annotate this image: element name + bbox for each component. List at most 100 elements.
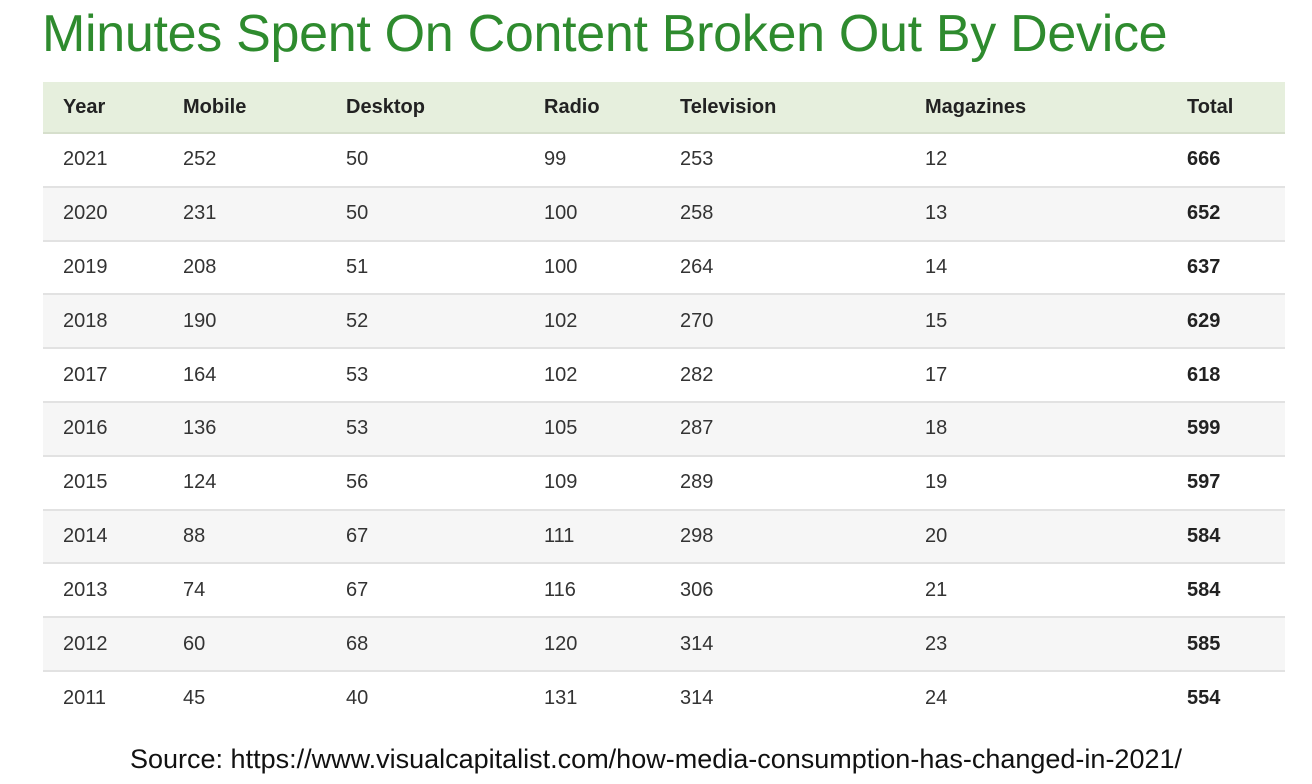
cell-total: 599 <box>1187 417 1221 440</box>
cell-total: 629 <box>1187 309 1221 332</box>
cell-year: 2014 <box>63 524 108 547</box>
cell-mobile: 88 <box>183 524 206 547</box>
cell-magazines: 18 <box>925 417 948 440</box>
cell-magazines: 15 <box>925 309 948 332</box>
column-header-desktop: Desktop <box>326 82 524 134</box>
cell-radio: 111 <box>544 524 575 547</box>
cell-magazines: 19 <box>925 471 948 494</box>
cell-total: 666 <box>1187 148 1221 171</box>
cell-total: 584 <box>1187 524 1221 547</box>
cell-year: 2021 <box>63 148 108 171</box>
column-header-year: Year <box>43 82 163 134</box>
cell-desktop: 51 <box>346 255 369 278</box>
cell-television: 253 <box>680 148 714 171</box>
cell-magazines: 20 <box>925 524 948 547</box>
cell-total: 637 <box>1187 255 1221 278</box>
column-header-total: Total <box>1167 82 1285 134</box>
cell-mobile: 164 <box>183 363 217 386</box>
cell-television: 270 <box>680 309 714 332</box>
table-header-row: Year Mobile Desktop Radio Television Magazine… <box>43 82 1285 134</box>
cell-magazines: 17 <box>925 363 948 386</box>
cell-total: 618 <box>1187 363 1221 386</box>
cell-radio: 105 <box>544 417 578 440</box>
column-header-radio: Radio <box>524 82 660 134</box>
cell-mobile: 74 <box>183 578 206 601</box>
cell-magazines: 12 <box>925 148 948 171</box>
column-header-television: Television <box>660 82 905 134</box>
cell-radio: 109 <box>544 471 578 494</box>
table-row: 2015 124 56 109 289 19 597 <box>43 456 1285 510</box>
cell-year: 2018 <box>63 309 108 332</box>
table-row: 2019 208 51 100 264 14 637 <box>43 241 1285 295</box>
source-caption: Source: https://www.visualcapitalist.com… <box>130 744 1182 774</box>
page-title: Minutes Spent On Content Broken Out By D… <box>42 5 1168 63</box>
cell-television: 306 <box>680 578 714 601</box>
cell-mobile: 60 <box>183 632 206 655</box>
cell-television: 314 <box>680 632 714 655</box>
cell-magazines: 24 <box>925 686 948 709</box>
cell-mobile: 124 <box>183 471 217 494</box>
cell-radio: 100 <box>544 255 578 278</box>
cell-television: 282 <box>680 363 714 386</box>
table-row: 2013 74 67 116 306 21 584 <box>43 563 1285 618</box>
cell-desktop: 67 <box>346 578 369 601</box>
cell-television: 264 <box>680 255 714 278</box>
cell-desktop: 53 <box>346 417 369 440</box>
table-body: 2021 252 50 99 253 12 666 2020 231 50 100 258 13 652 2… <box>43 133 1285 725</box>
table-row: 2020 231 50 100 258 13 652 <box>43 186 1285 241</box>
cell-radio: 102 <box>544 309 578 332</box>
cell-mobile: 208 <box>183 255 217 278</box>
cell-total: 554 <box>1187 686 1221 709</box>
cell-desktop: 56 <box>346 471 369 494</box>
column-header-mobile: Mobile <box>163 82 326 134</box>
cell-year: 2016 <box>63 417 108 440</box>
cell-year: 2020 <box>63 202 108 225</box>
cell-radio: 100 <box>544 202 578 225</box>
table-row: 2012 60 68 120 314 23 585 <box>43 617 1285 671</box>
cell-year: 2017 <box>63 363 108 386</box>
cell-television: 287 <box>680 417 714 440</box>
cell-television: 289 <box>680 471 714 494</box>
cell-total: 584 <box>1187 578 1221 601</box>
cell-year: 2013 <box>63 578 108 601</box>
data-table: Year Mobile Desktop Radio Television Magazine… <box>43 82 1285 725</box>
cell-mobile: 190 <box>183 309 217 332</box>
cell-radio: 120 <box>544 632 578 655</box>
cell-desktop: 52 <box>346 309 369 332</box>
cell-mobile: 252 <box>183 148 217 171</box>
cell-desktop: 50 <box>346 202 369 225</box>
cell-total: 652 <box>1187 202 1221 225</box>
table-row: 2016 136 53 105 287 18 599 <box>43 401 1285 456</box>
cell-radio: 99 <box>544 148 567 171</box>
table-row: 2014 88 67 111 298 20 584 <box>43 509 1285 564</box>
cell-television: 314 <box>680 686 714 709</box>
cell-radio: 131 <box>544 686 578 709</box>
cell-year: 2012 <box>63 632 108 655</box>
cell-radio: 116 <box>544 578 576 601</box>
cell-magazines: 21 <box>925 578 948 601</box>
cell-desktop: 67 <box>346 524 369 547</box>
table-row: 2011 45 40 131 314 24 554 <box>43 671 1285 725</box>
cell-magazines: 13 <box>925 202 948 225</box>
cell-television: 258 <box>680 202 714 225</box>
cell-desktop: 40 <box>346 686 369 709</box>
cell-year: 2019 <box>63 255 108 278</box>
cell-mobile: 45 <box>183 686 206 709</box>
cell-desktop: 50 <box>346 148 369 171</box>
cell-desktop: 68 <box>346 632 369 655</box>
table-row: 2021 252 50 99 253 12 666 <box>43 133 1285 187</box>
cell-radio: 102 <box>544 363 578 386</box>
cell-year: 2011 <box>63 686 107 709</box>
cell-magazines: 23 <box>925 632 948 655</box>
cell-magazines: 14 <box>925 255 948 278</box>
table-row: 2018 190 52 102 270 15 629 <box>43 294 1285 349</box>
column-header-magazines: Magazines <box>905 82 1167 134</box>
cell-desktop: 53 <box>346 363 369 386</box>
cell-television: 298 <box>680 524 714 547</box>
cell-mobile: 231 <box>183 202 217 225</box>
cell-mobile: 136 <box>183 417 217 440</box>
cell-total: 597 <box>1187 471 1221 494</box>
cell-total: 585 <box>1187 632 1221 655</box>
cell-year: 2015 <box>63 471 108 494</box>
